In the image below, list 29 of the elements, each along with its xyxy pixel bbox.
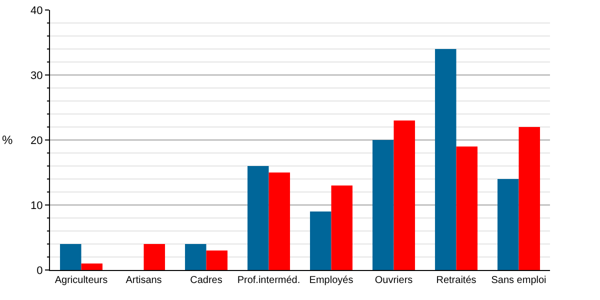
- x-tick-label: Ouvriers: [374, 275, 413, 286]
- bar: [206, 250, 228, 270]
- y-tick-label: 20: [30, 134, 43, 147]
- bar: [331, 186, 352, 270]
- bar: [268, 172, 290, 270]
- x-tick-label: Employés: [309, 275, 354, 286]
- bar: [518, 127, 540, 270]
- bar: [456, 146, 478, 270]
- x-tick-label: Retraités: [436, 275, 476, 286]
- bar: [372, 140, 394, 270]
- x-tick-label: Agriculteurs: [54, 275, 108, 286]
- bar: [144, 244, 165, 270]
- y-tick-label: 0: [36, 264, 43, 277]
- bar: [81, 264, 102, 270]
- bar: [248, 166, 269, 270]
- bar: [498, 179, 519, 270]
- x-tick-label: Cadres: [190, 275, 222, 286]
- bar: [185, 244, 206, 270]
- y-tick-label: 30: [30, 70, 43, 82]
- bar: [394, 120, 415, 270]
- y-tick-label: 10: [30, 200, 43, 212]
- x-tick-label: Prof.interméd.: [237, 275, 300, 286]
- bar: [435, 49, 456, 270]
- bar: [310, 212, 332, 270]
- y-axis-title: %: [2, 133, 13, 147]
- y-tick-label: 40: [30, 4, 43, 17]
- bar: [60, 244, 82, 270]
- x-tick-label: Artisans: [126, 275, 162, 286]
- x-tick-label: Sans emploi: [491, 275, 546, 286]
